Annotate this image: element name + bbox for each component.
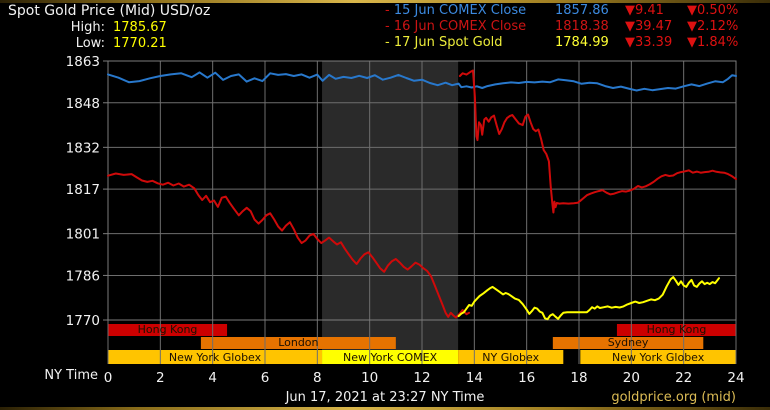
legend-pct-17jun: ▼1.84% — [687, 35, 739, 50]
x-tick-label: 18 — [570, 370, 587, 386]
gold-border-bottom — [0, 407, 770, 410]
x-tick-label: 14 — [466, 370, 483, 386]
legend-change-15jun: ▼9.41 — [625, 3, 664, 18]
y-tick-label: 1817 — [66, 182, 100, 198]
legend-dash-17jun: - — [385, 35, 390, 50]
legend-row-17jun: - 17 Jun Spot Gold — [385, 35, 503, 51]
legend-row-16jun: - 16 Jun COMEX Close — [385, 19, 526, 35]
legend-value-15jun: 1857.86 — [555, 3, 609, 18]
session-bar — [458, 350, 564, 364]
source-link[interactable]: goldprice.org (mid) — [611, 390, 736, 405]
legend-pct-16jun: ▼2.12% — [687, 19, 739, 34]
price-line-15-jun-comex-close — [107, 71, 737, 92]
low-label: Low: — [75, 36, 105, 51]
legend-pct-15jun: ▼0.50% — [687, 3, 739, 18]
y-tick-label: 1801 — [66, 227, 100, 243]
session-bar — [108, 350, 323, 364]
legend-change-17jun: ▼33.39 — [625, 35, 673, 50]
high-label: High: — [70, 20, 105, 35]
x-tick-label: 4 — [208, 370, 217, 386]
y-tick-label: 1770 — [66, 313, 100, 329]
legend-label-15jun: 15 Jun COMEX Close — [393, 3, 527, 18]
session-label: New York Globex — [169, 351, 262, 364]
session-label: Hong Kong — [138, 323, 198, 336]
x-tick-label: 2 — [156, 370, 165, 386]
session-label: Sydney — [608, 336, 649, 349]
page-title: Spot Gold Price (Mid) USD/oz — [8, 3, 211, 19]
y-tick-label: 1863 — [66, 54, 100, 70]
session-bar — [552, 337, 704, 349]
session-label: Hong Kong — [647, 323, 707, 336]
price-line-16-jun-comex-close — [107, 172, 471, 319]
x-tick-label: 22 — [675, 370, 692, 386]
legend-label-16jun: 16 Jun COMEX Close — [393, 19, 527, 34]
high-value: 1785.67 — [113, 20, 167, 35]
chart-timestamp: Jun 17, 2021 at 23:27 NY Time — [285, 390, 485, 405]
session-bar — [616, 324, 736, 336]
session-label: NY Globex — [482, 351, 539, 364]
session-label: New York Globex — [612, 351, 705, 364]
x-tick-label: 0 — [104, 370, 113, 386]
x-axis-title: NY Time — [44, 368, 98, 383]
session-label: New York COMEX — [343, 351, 438, 364]
legend-change-16jun: ▼39.47 — [625, 19, 673, 34]
price-line-17-jun-spot-gold — [457, 276, 720, 321]
x-tick-label: 8 — [313, 370, 322, 386]
x-tick-label: 24 — [727, 370, 744, 386]
session-label: London — [278, 336, 318, 349]
legend-value-16jun: 1818.38 — [555, 19, 609, 34]
legend-dash-16jun: - — [385, 19, 390, 34]
x-tick-label: 12 — [413, 370, 430, 386]
gold-border-top — [0, 0, 770, 3]
x-tick-label: 6 — [261, 370, 270, 386]
comex-session-band — [322, 61, 459, 364]
x-tick-label: 20 — [623, 370, 640, 386]
session-bar — [200, 337, 396, 349]
x-tick-label: 16 — [518, 370, 535, 386]
legend-value-17jun: 1784.99 — [555, 35, 609, 50]
y-tick-label: 1832 — [66, 140, 100, 156]
y-tick-label: 1786 — [66, 268, 100, 284]
session-bar — [108, 324, 228, 336]
legend-dash-15jun: - — [385, 3, 390, 18]
legend-row-15jun: - 15 Jun COMEX Close — [385, 3, 526, 19]
low-value: 1770.21 — [113, 36, 167, 51]
plot-border — [107, 60, 737, 321]
session-bar — [580, 350, 736, 364]
y-tick-label: 1848 — [66, 96, 100, 112]
legend-label-17jun: 17 Jun Spot Gold — [393, 35, 503, 50]
session-bar — [322, 350, 459, 364]
x-tick-label: 10 — [361, 370, 378, 386]
price-line-16-jun-comex-close — [458, 69, 737, 214]
